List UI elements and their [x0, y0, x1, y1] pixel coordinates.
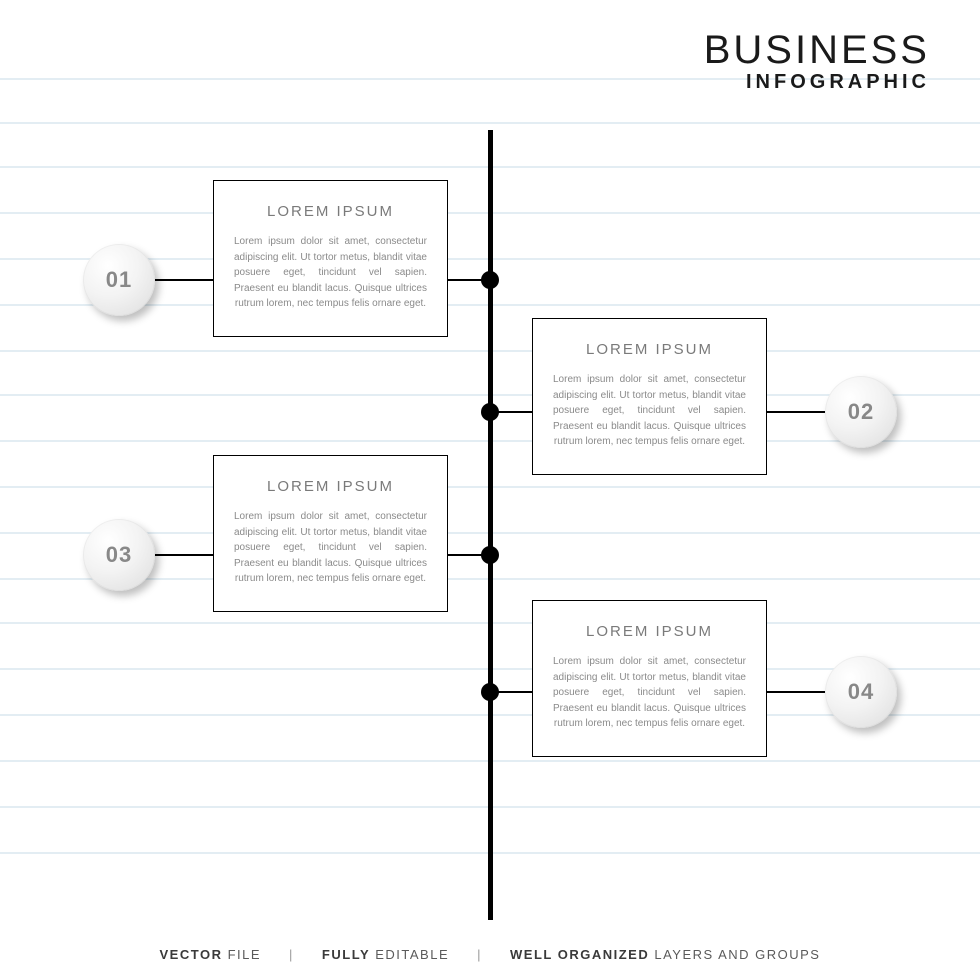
- step-badge-number: 01: [106, 267, 132, 293]
- header: BUSINESS INFOGRAPHIC: [704, 28, 930, 94]
- footer-strong: WELL ORGANIZED: [510, 947, 649, 962]
- connector-card-badge: [155, 554, 213, 556]
- timeline-dot: [481, 683, 499, 701]
- step-badge-01: 01: [83, 244, 155, 316]
- timeline-axis: [488, 130, 493, 920]
- step-card-body: Lorem ipsum dolor sit amet, consectetur …: [553, 372, 746, 450]
- step-card-body: Lorem ipsum dolor sit amet, consectetur …: [553, 654, 746, 732]
- footer-separator: |: [477, 947, 482, 962]
- step-badge-number: 02: [848, 399, 874, 425]
- step-card-title: LOREM IPSUM: [553, 341, 746, 358]
- step-card-01: LOREM IPSUM Lorem ipsum dolor sit amet, c…: [213, 180, 448, 337]
- infographic-canvas: LOREM IPSUM Lorem ipsum dolor sit amet, c…: [0, 0, 980, 980]
- step-card-title: LOREM IPSUM: [234, 478, 427, 495]
- connector-card-badge: [155, 279, 213, 281]
- step-card-title: LOREM IPSUM: [553, 623, 746, 640]
- footer-text: EDITABLE: [370, 947, 449, 962]
- step-card-04: LOREM IPSUM Lorem ipsum dolor sit amet, c…: [532, 600, 767, 757]
- step-badge-04: 04: [825, 656, 897, 728]
- step-badge-02: 02: [825, 376, 897, 448]
- footer-text: LAYERS AND GROUPS: [649, 947, 820, 962]
- connector-card-badge: [767, 691, 825, 693]
- step-card-03: LOREM IPSUM Lorem ipsum dolor sit amet, c…: [213, 455, 448, 612]
- footer-separator: |: [289, 947, 294, 962]
- step-card-body: Lorem ipsum dolor sit amet, consectetur …: [234, 234, 427, 312]
- timeline-dot: [481, 546, 499, 564]
- step-card-body: Lorem ipsum dolor sit amet, consectetur …: [234, 509, 427, 587]
- footer-strong: VECTOR: [160, 947, 223, 962]
- step-card-02: LOREM IPSUM Lorem ipsum dolor sit amet, c…: [532, 318, 767, 475]
- header-title: BUSINESS: [704, 28, 930, 73]
- step-badge-number: 04: [848, 679, 874, 705]
- step-badge-number: 03: [106, 542, 132, 568]
- timeline-dot: [481, 403, 499, 421]
- header-subtitle: INFOGRAPHIC: [704, 71, 930, 94]
- timeline-dot: [481, 271, 499, 289]
- footer-text: FILE: [222, 947, 261, 962]
- step-badge-03: 03: [83, 519, 155, 591]
- connector-card-badge: [767, 411, 825, 413]
- footer-strong: FULLY: [322, 947, 370, 962]
- step-card-title: LOREM IPSUM: [234, 203, 427, 220]
- footer: VECTOR FILE | FULLY EDITABLE | WELL ORGANIZE…: [0, 947, 980, 962]
